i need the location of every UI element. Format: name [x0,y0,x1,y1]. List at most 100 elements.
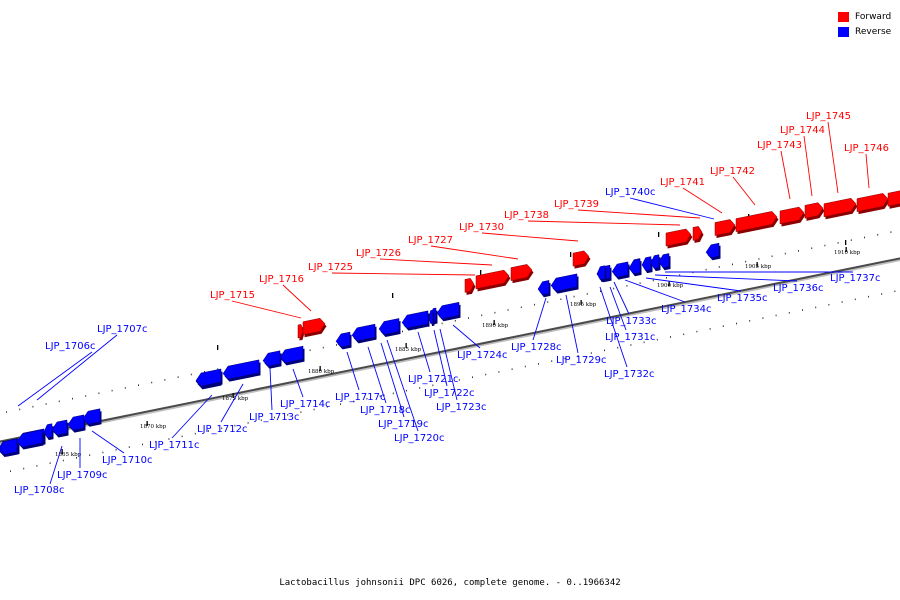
gene-label-LJP_1720c[interactable]: LJP_1720c [394,433,445,444]
gene-feature-LJP_1732c[interactable] [596,265,607,283]
gene-feature-extra-4[interactable] [628,259,642,277]
gene-feature-LJP_1718c[interactable] [335,331,352,350]
gene-label-LJP_1706c[interactable]: LJP_1706c [45,341,96,352]
gene-label-LJP_1727[interactable]: LJP_1727 [408,235,453,246]
gene-feature-extra-2[interactable] [195,368,223,389]
gene-label-LJP_1725[interactable]: LJP_1725 [308,262,353,273]
grid-dot [626,285,628,287]
gene-feature-LJP_1733c[interactable] [611,261,630,280]
grid-dot [696,330,698,333]
gene-label-LJP_1730[interactable]: LJP_1730 [459,222,504,233]
gene-feature-LJP_1721c[interactable] [401,310,430,331]
gene-label-LJP_1729c[interactable]: LJP_1729c [556,355,607,366]
gene-label-LJP_1709c[interactable]: LJP_1709c [57,470,108,481]
gene-label-LJP_1713c[interactable]: LJP_1713c [249,412,300,423]
grid-dot [643,341,645,344]
grid-dot [379,395,381,397]
gene-feature-LJP_1730[interactable] [572,250,591,269]
gene-label-LJP_1726[interactable]: LJP_1726 [356,248,401,259]
gene-label-LJP_1710c[interactable]: LJP_1710c [102,455,153,466]
gene-label-LJP_1721c[interactable]: LJP_1721c [408,374,459,385]
gene-label-LJP_1715[interactable]: LJP_1715 [210,290,255,301]
gene-label-LJP_1744[interactable]: LJP_1744 [780,125,825,136]
gene-feature-LJP_1726[interactable] [475,269,511,292]
gene-label-LJP_1707c[interactable]: LJP_1707c [97,324,148,335]
gene-feature-LJP_1723c[interactable] [436,301,461,322]
gene-label-LJP_1733c[interactable]: LJP_1733c [606,316,657,327]
gene-feature-LJP_1728c[interactable] [537,280,551,298]
kbp-label: 1900 kbp [657,283,684,289]
gene-arrow [572,250,590,267]
gene-label-LJP_1728c[interactable]: LJP_1728c [511,342,562,353]
gene-label-LJP_1718c[interactable]: LJP_1718c [360,405,411,416]
grid-dot [85,395,87,397]
gene-label-LJP_1723c[interactable]: LJP_1723c [436,402,487,413]
gene-label-LJP_1719c[interactable]: LJP_1719c [378,419,429,430]
gene-feature-LJP_1720c[interactable] [378,318,401,338]
grid-dot [732,263,733,266]
gene-leader-line [380,342,405,418]
gene-feature-extra-3[interactable] [887,190,900,209]
gene-label-LJP_1743[interactable]: LJP_1743 [757,140,802,151]
gene-feature-LJP_1746[interactable] [856,193,890,215]
gene-label-LJP_1734c[interactable]: LJP_1734c [661,304,712,315]
gene-arrow [475,269,510,290]
gene-label-LJP_1737c[interactable]: LJP_1737c [830,273,881,284]
gene-feature-LJP_1737c[interactable] [658,253,671,271]
gene-feature-extra-1[interactable] [16,429,44,450]
gene-label-LJP_1717c[interactable]: LJP_1717c [335,392,386,403]
gene-feature-LJP_1716[interactable] [302,318,327,338]
gene-feature-LJP_1713c[interactable] [222,359,261,382]
gene-feature-LJP_1727[interactable] [510,264,534,284]
gene-feature-LJP_1717c[interactable] [279,345,305,366]
grid-dot [850,239,852,241]
gene-feature-LJP_1711c[interactable] [82,408,102,427]
grid-dot [62,459,64,462]
gene-feature-LJP_1742[interactable] [735,211,779,235]
gene-feature-LJP_1736c[interactable] [650,254,661,272]
gene-feature-LJP_1714c[interactable] [262,350,282,369]
minor-tick [392,293,394,298]
gene-label-LJP_1740c[interactable]: LJP_1740c [605,187,656,198]
gene-label-LJP_1714c[interactable]: LJP_1714c [280,399,331,410]
grid-dot [468,317,469,319]
gene-label-LJP_1711c[interactable]: LJP_1711c [149,440,200,451]
gene-label-LJP_1722c[interactable]: LJP_1722c [424,388,475,399]
grid-dot [560,298,562,301]
gene-label-LJP_1741[interactable]: LJP_1741 [660,177,705,188]
gene-feature-LJP_1740c[interactable] [705,242,721,261]
gene-label-LJP_1739[interactable]: LJP_1739 [554,199,599,210]
gene-feature-extra-0[interactable] [0,438,19,457]
gene-feature-LJP_1735c[interactable] [641,256,653,274]
gene-feature-LJP_1725[interactable] [464,278,476,295]
grid-dot [577,354,579,357]
gene-feature-LJP_1743[interactable] [779,206,806,227]
grid-dot [194,432,196,435]
gene-feature-LJP_1744[interactable] [804,202,825,221]
grid-dot [890,231,892,233]
gene-feature-LJP_1724c[interactable] [428,309,435,327]
gene-feature-LJP_1719c[interactable] [351,323,377,344]
gene-feature-LJP_1741[interactable] [714,219,737,239]
gene-label-LJP_1742[interactable]: LJP_1742 [710,166,755,177]
gene-label-LJP_1732c[interactable]: LJP_1732c [604,369,655,380]
gene-label-LJP_1724c[interactable]: LJP_1724c [457,350,508,361]
gene-feature-LJP_1738[interactable] [665,228,693,249]
gene-label-LJP_1731c[interactable]: LJP_1731c [605,332,656,343]
gene-label-LJP_1745[interactable]: LJP_1745 [806,111,851,122]
gene-feature-LJP_1708c[interactable] [43,423,54,441]
gene-label-LJP_1708c[interactable]: LJP_1708c [14,485,65,496]
gene-arrow [378,318,400,335]
gene-feature-LJP_1710c[interactable] [67,414,86,433]
gene-label-LJP_1735c[interactable]: LJP_1735c [717,293,768,304]
gene-label-LJP_1736c[interactable]: LJP_1736c [773,283,824,294]
gene-label-LJP_1738[interactable]: LJP_1738 [504,210,549,221]
gene-feature-LJP_1739[interactable] [692,226,704,243]
gene-label-LJP_1716[interactable]: LJP_1716 [259,274,304,285]
gene-label-LJP_1746[interactable]: LJP_1746 [844,143,889,154]
gene-feature-LJP_1729c[interactable] [550,273,579,294]
grid-dot [72,397,73,400]
gene-feature-LJP_1709c[interactable] [51,419,69,438]
gene-label-LJP_1712c[interactable]: LJP_1712c [197,424,248,435]
gene-feature-LJP_1745[interactable] [823,197,858,220]
